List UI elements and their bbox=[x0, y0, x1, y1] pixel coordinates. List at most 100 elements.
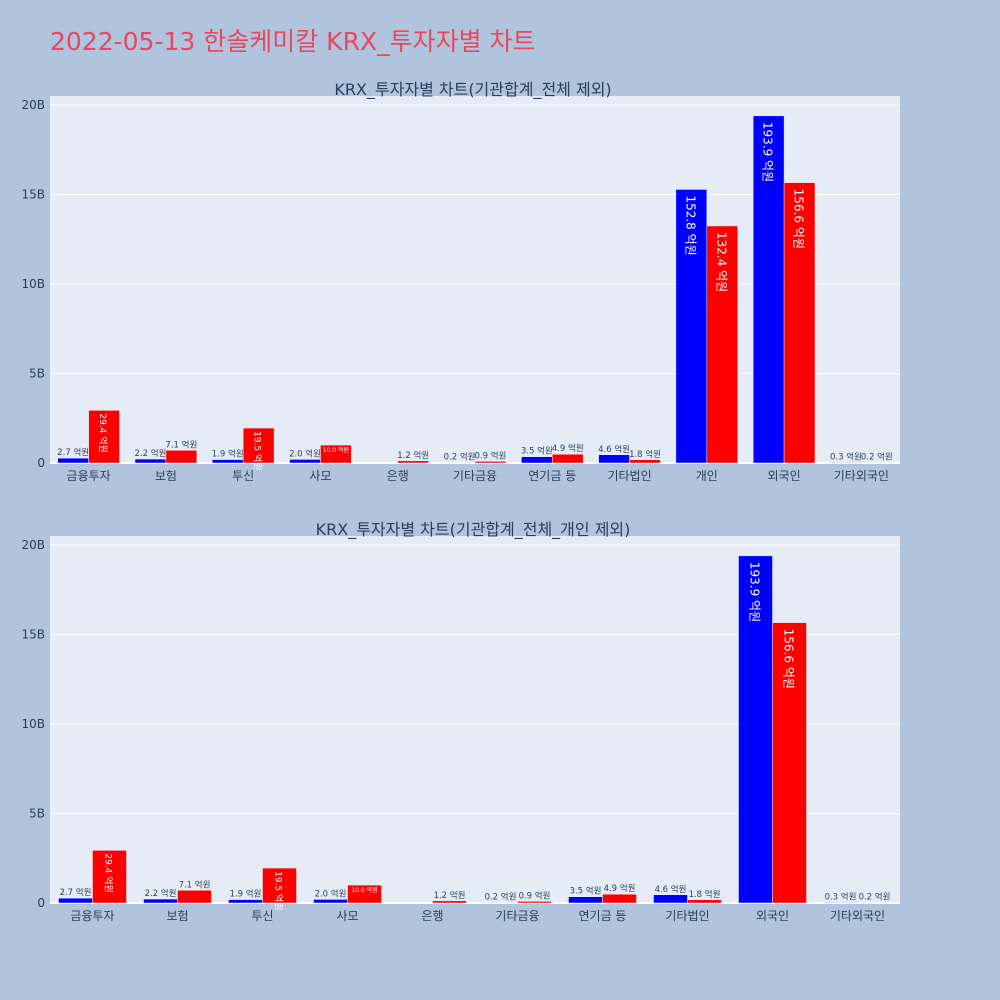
bar bbox=[752, 115, 785, 464]
x-tick-label: 사모 bbox=[336, 909, 358, 923]
x-tick-label: 보험 bbox=[155, 469, 177, 483]
data-label: 1.9 억원 bbox=[230, 889, 262, 900]
data-label: 10.0 억원 bbox=[351, 886, 377, 894]
bar bbox=[568, 896, 603, 904]
data-label: 3.5 억원 bbox=[521, 446, 553, 457]
x-tick-label: 기타금융 bbox=[453, 469, 497, 483]
page-title: 2022-05-13 한솔케미칼 KRX_투자자별 차트 bbox=[50, 27, 536, 56]
data-label: 1.8 억원 bbox=[629, 449, 661, 460]
x-tick-label: 기타외국인 bbox=[830, 909, 885, 923]
bar bbox=[521, 456, 553, 464]
chart-title: KRX_투자자별 차트(기관합계_전체 제외) bbox=[334, 80, 611, 100]
data-label: 4.6 억원 bbox=[655, 884, 687, 895]
x-tick-label: 연기금 등 bbox=[579, 909, 627, 923]
bar bbox=[228, 899, 263, 904]
y-tick-label: 5B bbox=[29, 366, 45, 380]
x-tick-label: 보험 bbox=[166, 909, 188, 923]
y-tick-label: 0 bbox=[37, 896, 45, 910]
x-tick-label: 기타외국인 bbox=[834, 469, 889, 483]
bar bbox=[88, 410, 120, 464]
y-tick-label: 20B bbox=[21, 538, 45, 552]
data-label: 0.2 억원 bbox=[444, 452, 476, 463]
bar bbox=[474, 461, 507, 464]
bar bbox=[289, 459, 321, 464]
data-label: 193.9 억원 bbox=[761, 122, 775, 182]
bar bbox=[830, 462, 862, 464]
data-label: 0.2 억원 bbox=[861, 452, 893, 463]
data-label: 2.7 억원 bbox=[60, 887, 92, 898]
bar bbox=[177, 890, 212, 904]
bar bbox=[134, 458, 167, 464]
x-tick-label: 은행 bbox=[421, 908, 443, 923]
bar bbox=[347, 884, 382, 904]
data-label: 7.1 억원 bbox=[165, 439, 197, 450]
data-label: 3.5 억원 bbox=[570, 886, 602, 897]
data-label: 2.2 억원 bbox=[145, 888, 177, 899]
data-label: 2.0 억원 bbox=[289, 448, 321, 459]
x-tick-label: 외국인 bbox=[756, 909, 789, 923]
bar bbox=[212, 459, 244, 464]
data-label: 29.4 억원 bbox=[97, 413, 109, 452]
data-label: 193.9 억원 bbox=[748, 562, 762, 622]
x-tick-label: 연기금 등 bbox=[528, 469, 576, 483]
bar bbox=[262, 867, 297, 904]
x-tick-label: 외국인 bbox=[768, 469, 801, 483]
bar bbox=[242, 427, 275, 464]
data-label: 0.9 억원 bbox=[475, 450, 507, 461]
data-label: 2.0 억원 bbox=[315, 888, 347, 899]
y-tick-label: 10B bbox=[21, 277, 45, 291]
data-label: 4.9 억원 bbox=[604, 883, 636, 894]
data-label: 0.2 억원 bbox=[859, 892, 891, 903]
x-tick-label: 개인 bbox=[696, 469, 718, 483]
bar bbox=[143, 898, 178, 904]
data-label: 19.5 억원 bbox=[252, 431, 264, 470]
bar bbox=[706, 225, 738, 464]
bar bbox=[397, 460, 429, 464]
bar bbox=[687, 899, 722, 904]
data-label: 156.6 억원 bbox=[792, 189, 806, 249]
data-label: 4.9 억원 bbox=[552, 443, 584, 454]
data-label: 0.3 억원 bbox=[825, 891, 857, 902]
x-tick-label: 사모 bbox=[309, 469, 331, 483]
bar bbox=[653, 894, 688, 904]
data-label: 4.6 억원 bbox=[598, 444, 630, 455]
bar bbox=[58, 897, 93, 904]
bar bbox=[783, 182, 816, 464]
data-label: 1.2 억원 bbox=[434, 890, 466, 901]
bar bbox=[313, 899, 348, 904]
bar bbox=[823, 902, 858, 904]
y-tick-label: 15B bbox=[21, 627, 45, 641]
x-tick-label: 기타금융 bbox=[495, 909, 539, 923]
bar bbox=[629, 459, 661, 464]
x-tick-label: 기타법인 bbox=[665, 909, 709, 923]
bar bbox=[517, 901, 552, 904]
x-tick-label: 투신 bbox=[232, 469, 254, 483]
data-label: 132.4 억원 bbox=[714, 232, 728, 292]
bar bbox=[675, 189, 708, 464]
data-label: 0.9 억원 bbox=[519, 890, 551, 901]
data-label: 19.5 억원 bbox=[273, 871, 285, 910]
bar bbox=[602, 893, 637, 904]
bar bbox=[772, 622, 807, 904]
bar bbox=[598, 454, 630, 464]
data-label: 29.4 억원 bbox=[103, 853, 115, 892]
data-label: 152.8 억원 bbox=[683, 195, 697, 255]
x-tick-label: 투신 bbox=[251, 909, 273, 923]
data-label: 0.3 억원 bbox=[830, 451, 862, 462]
x-tick-label: 금융투자 bbox=[70, 909, 114, 923]
y-tick-label: 20B bbox=[21, 98, 45, 112]
data-label: 10.0 억원 bbox=[323, 446, 349, 454]
x-tick-label: 금융투자 bbox=[67, 469, 111, 483]
data-label: 1.8 억원 bbox=[689, 889, 721, 900]
y-tick-label: 15B bbox=[21, 187, 45, 201]
bar bbox=[432, 900, 467, 904]
data-label: 0.2 억원 bbox=[485, 892, 517, 903]
y-tick-label: 10B bbox=[21, 717, 45, 731]
chart-title: KRX_투자자별 차트(기관합계_전체_개인 제외) bbox=[316, 520, 631, 540]
x-tick-label: 기타법인 bbox=[607, 469, 651, 483]
bar bbox=[320, 444, 352, 464]
data-label: 1.2 억원 bbox=[397, 450, 429, 461]
bar bbox=[92, 850, 127, 904]
